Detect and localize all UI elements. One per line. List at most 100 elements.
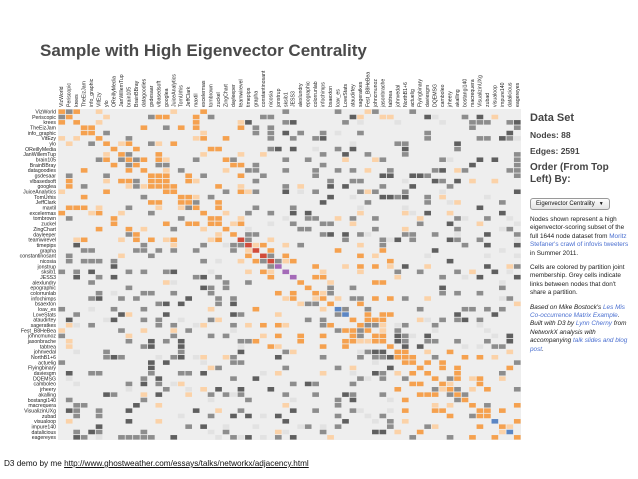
matrix-cell[interactable] <box>103 152 110 157</box>
matrix-cell[interactable] <box>207 114 215 120</box>
matrix-cell[interactable] <box>65 397 73 403</box>
matrix-cell[interactable] <box>170 269 178 275</box>
matrix-cell[interactable] <box>506 130 514 136</box>
matrix-cell[interactable] <box>379 429 387 435</box>
matrix-cell[interactable] <box>506 216 514 221</box>
matrix-cell[interactable] <box>454 200 461 205</box>
matrix-cell[interactable] <box>319 429 327 435</box>
matrix-cell[interactable] <box>409 173 417 178</box>
matrix-cell[interactable] <box>207 306 215 312</box>
matrix-cell[interactable] <box>334 146 342 152</box>
matrix-cell[interactable] <box>401 194 409 200</box>
matrix-cell[interactable] <box>118 328 125 333</box>
matrix-cell[interactable] <box>394 387 402 392</box>
matrix-cell[interactable] <box>349 168 357 173</box>
matrix-cell[interactable] <box>379 317 387 323</box>
matrix-cell[interactable] <box>170 333 178 339</box>
matrix-cell[interactable] <box>484 194 491 200</box>
matrix-cell[interactable] <box>372 419 379 424</box>
matrix-cell[interactable] <box>431 354 439 360</box>
matrix-cell[interactable] <box>304 216 312 221</box>
matrix-cell[interactable] <box>230 162 237 168</box>
matrix-cell[interactable] <box>245 397 252 403</box>
matrix-cell[interactable] <box>513 120 521 125</box>
matrix-cell[interactable] <box>394 194 402 200</box>
matrix-cell[interactable] <box>148 184 155 189</box>
matrix-cell[interactable] <box>334 248 342 253</box>
order-select[interactable]: Eigenvector Centrality ▼ <box>530 198 610 210</box>
matrix-cell[interactable] <box>155 141 163 146</box>
matrix-cell[interactable] <box>319 371 327 376</box>
matrix-cell[interactable] <box>222 226 230 232</box>
matrix-cell[interactable] <box>73 349 81 355</box>
matrix-cell[interactable] <box>207 333 215 339</box>
matrix-cell[interactable] <box>103 178 110 184</box>
matrix-cell[interactable] <box>125 226 133 232</box>
matrix-cell[interactable] <box>506 338 514 344</box>
matrix-cell[interactable] <box>200 210 207 216</box>
matrix-cell[interactable] <box>409 109 417 114</box>
matrix-cell[interactable] <box>103 354 110 360</box>
matrix-cell[interactable] <box>230 301 237 307</box>
matrix-cell[interactable] <box>334 296 342 301</box>
matrix-cell[interactable] <box>230 413 237 419</box>
matrix-cell[interactable] <box>379 173 387 178</box>
matrix-cell[interactable] <box>334 397 342 403</box>
matrix-cell[interactable] <box>297 130 305 136</box>
matrix-cell[interactable] <box>177 354 185 360</box>
matrix-cell[interactable] <box>88 125 95 130</box>
matrix-cell[interactable] <box>245 242 252 248</box>
matrix-cell[interactable] <box>237 189 245 195</box>
matrix-cell[interactable] <box>192 178 200 184</box>
matrix-cell[interactable] <box>312 173 319 178</box>
matrix-cell[interactable] <box>513 173 521 178</box>
matrix-cell[interactable] <box>364 109 372 114</box>
matrix-cell[interactable] <box>327 232 334 237</box>
matrix-cell[interactable] <box>439 365 446 371</box>
matrix-cell[interactable] <box>58 189 66 195</box>
matrix-cell[interactable] <box>446 157 454 162</box>
matrix-cell[interactable] <box>274 322 282 328</box>
matrix-cell[interactable] <box>162 280 170 285</box>
matrix-cell[interactable] <box>185 424 193 429</box>
matrix-cell[interactable] <box>454 387 461 392</box>
matrix-cell[interactable] <box>506 136 514 141</box>
matrix-cell[interactable] <box>148 173 155 178</box>
matrix-cell[interactable] <box>379 371 387 376</box>
matrix-cell[interactable] <box>439 178 446 184</box>
matrix-cell[interactable] <box>476 157 484 162</box>
matrix-cell[interactable] <box>215 301 222 307</box>
matrix-cell[interactable] <box>88 258 95 264</box>
matrix-cell[interactable] <box>125 408 133 413</box>
matrix-cell[interactable] <box>215 205 222 211</box>
matrix-cell[interactable] <box>58 109 66 114</box>
matrix-cell[interactable] <box>282 109 290 114</box>
matrix-cell[interactable] <box>484 136 491 141</box>
matrix-cell[interactable] <box>215 221 222 227</box>
matrix-cell[interactable] <box>170 242 178 248</box>
matrix-cell[interactable] <box>125 419 133 424</box>
matrix-cell[interactable] <box>148 290 155 296</box>
matrix-cell[interactable] <box>319 290 327 296</box>
matrix-cell[interactable] <box>170 381 178 387</box>
matrix-cell[interactable] <box>469 120 476 125</box>
matrix-cell[interactable] <box>192 200 200 205</box>
matrix-cell[interactable] <box>118 210 125 216</box>
matrix-cell[interactable] <box>334 365 342 371</box>
matrix-cell[interactable] <box>357 264 364 269</box>
matrix-cell[interactable] <box>185 328 193 333</box>
matrix-cell[interactable] <box>349 408 357 413</box>
matrix-cell[interactable] <box>274 435 282 440</box>
matrix-cell[interactable] <box>484 216 491 221</box>
matrix-cell[interactable] <box>170 322 178 328</box>
matrix-cell[interactable] <box>454 365 461 371</box>
matrix-cell[interactable] <box>133 435 140 440</box>
matrix-cell[interactable] <box>349 285 357 291</box>
matrix-cell[interactable] <box>95 136 103 141</box>
matrix-cell[interactable] <box>73 403 81 408</box>
matrix-cell[interactable] <box>170 237 178 243</box>
matrix-cell[interactable] <box>513 136 521 141</box>
matrix-cell[interactable] <box>133 248 140 253</box>
matrix-cell[interactable] <box>297 338 305 344</box>
matrix-cell[interactable] <box>267 221 275 227</box>
